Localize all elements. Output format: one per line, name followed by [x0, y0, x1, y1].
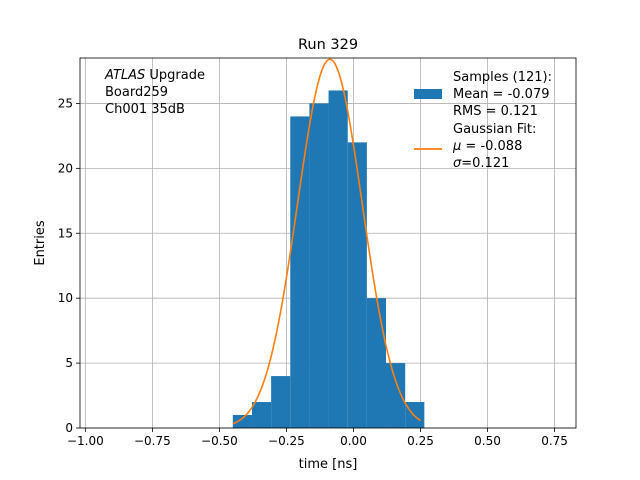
- histogram-bar: [347, 142, 367, 428]
- plot-frame: [79, 57, 577, 429]
- x-tick-label: −0.25: [268, 434, 305, 448]
- y-tick-label: 10: [58, 291, 73, 305]
- y-tick-label: 0: [65, 421, 73, 435]
- gaussian-fit-curve: [232, 58, 421, 425]
- y-tick-label: 20: [58, 161, 73, 175]
- annotation-line: Board259: [105, 85, 168, 100]
- legend-samples-text: Mean = -0.079: [453, 87, 549, 102]
- legend-samples-text: RMS = 0.121: [453, 104, 538, 119]
- atlas-annotation: ATLAS Upgrade Board259 Ch001 35dB: [104, 68, 205, 117]
- x-axis-label: time [ns]: [299, 457, 358, 472]
- x-tick-label: 0.50: [474, 434, 501, 448]
- x-tick-label: 0.25: [407, 434, 434, 448]
- y-axis-ticks: 0 5 10 15 20 25: [58, 96, 80, 435]
- x-tick-label: 0.00: [340, 434, 367, 448]
- histogram-bar: [290, 116, 310, 428]
- legend-samples-swatch: [414, 89, 442, 99]
- legend-fit-text: Gaussian Fit:: [453, 122, 536, 137]
- chart-title: Run 329: [298, 37, 358, 53]
- legend-samples-text: Samples (121):: [453, 70, 552, 85]
- y-axis-label: Entries: [33, 220, 48, 266]
- histogram-bar: [251, 402, 272, 428]
- annotation-line: ATLAS Upgrade: [104, 68, 205, 83]
- histogram-bar: [366, 298, 387, 428]
- histogram-bar: [328, 90, 348, 428]
- x-tick-label: −0.75: [134, 434, 171, 448]
- y-tick-label: 25: [58, 96, 73, 110]
- histogram-bar: [271, 376, 291, 428]
- y-tick-label: 5: [65, 356, 73, 370]
- histogram-bar: [232, 415, 252, 428]
- x-tick-label: −0.50: [201, 434, 238, 448]
- legend-fit-text: μ = -0.088: [452, 139, 522, 154]
- y-tick-label: 15: [58, 226, 73, 240]
- x-tick-label: −1.00: [67, 434, 104, 448]
- legend: Samples (121): Mean = -0.079 RMS = 0.121…: [414, 70, 552, 171]
- annotation-line: Ch001 35dB: [105, 102, 185, 117]
- x-axis-ticks: −1.00 −0.75 −0.50 −0.25 0.00 0.25 0.50 0.75: [67, 428, 568, 448]
- histogram-bars: [232, 90, 425, 428]
- x-tick-label: 0.75: [541, 434, 568, 448]
- histogram-bar: [386, 363, 406, 428]
- legend-fit-text: σ=0.121: [453, 156, 509, 171]
- histogram-bar: [309, 103, 329, 428]
